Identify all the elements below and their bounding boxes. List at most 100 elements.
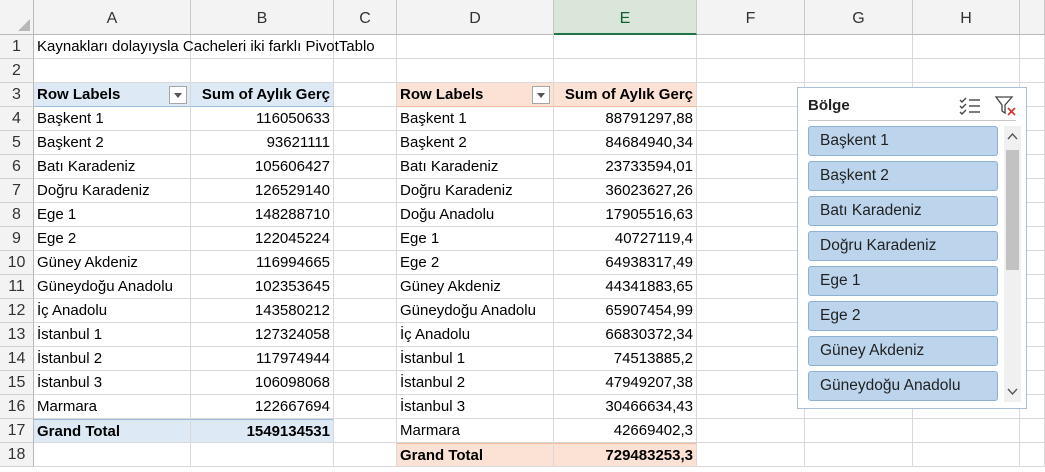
grid-cell[interactable] [697, 347, 805, 371]
grid-cell[interactable] [913, 443, 1020, 467]
grid-cell[interactable] [697, 227, 805, 251]
pivot2-row-value[interactable]: 42669402,3 [554, 419, 697, 443]
scroll-thumb[interactable] [1006, 150, 1019, 270]
row-header-4[interactable]: 4 [0, 107, 34, 131]
row-header-16[interactable]: 16 [0, 395, 34, 419]
grid-cell[interactable] [34, 59, 191, 83]
pivot1-row-label[interactable]: Ege 1 [34, 203, 191, 227]
pivot2-row-value[interactable]: 40727119,4 [554, 227, 697, 251]
grid-cell[interactable] [334, 155, 397, 179]
pivot1-header-row-labels[interactable]: Row Labels [34, 83, 191, 107]
pivot2-header-row-labels[interactable]: Row Labels [397, 83, 554, 107]
pivot2-row-value[interactable]: 23733594,01 [554, 155, 697, 179]
slicer-item[interactable]: Başkent 1 [808, 126, 998, 156]
pivot2-row-labels-filter-button[interactable] [532, 86, 550, 104]
pivot2-row-label[interactable]: Doğru Karadeniz [397, 179, 554, 203]
pivot1-row-label[interactable]: Marmara [34, 395, 191, 419]
pivot2-row-value[interactable]: 47949207,38 [554, 371, 697, 395]
grid-cell[interactable] [697, 107, 805, 131]
grid-cell[interactable] [334, 59, 397, 83]
pivot1-grand-total-value[interactable]: 1549134531 [191, 419, 334, 443]
grid-cell[interactable] [913, 59, 1020, 83]
row-header-2[interactable]: 2 [0, 59, 34, 83]
pivot1-row-label[interactable]: Güney Akdeniz [34, 251, 191, 275]
pivot1-row-value[interactable]: 93621111 [191, 131, 334, 155]
grid-cell[interactable] [805, 59, 913, 83]
row-header-17[interactable]: 17 [0, 419, 34, 443]
pivot1-row-value[interactable]: 116994665 [191, 251, 334, 275]
row-header-12[interactable]: 12 [0, 299, 34, 323]
pivot1-row-label[interactable]: İstanbul 2 [34, 347, 191, 371]
grid-cell[interactable] [334, 443, 397, 467]
grid-cell[interactable] [805, 443, 913, 467]
pivot2-row-value[interactable]: 17905516,63 [554, 203, 697, 227]
grid-cell[interactable] [1020, 59, 1045, 83]
pivot1-row-label[interactable]: Batı Karadeniz [34, 155, 191, 179]
pivot1-row-value[interactable]: 117974944 [191, 347, 334, 371]
pivot1-row-label[interactable]: İstanbul 3 [34, 371, 191, 395]
pivot2-row-label[interactable]: İstanbul 2 [397, 371, 554, 395]
pivot2-row-label[interactable]: İç Anadolu [397, 323, 554, 347]
grid-cell[interactable] [334, 371, 397, 395]
pivot2-row-value[interactable]: 66830372,34 [554, 323, 697, 347]
slicer-item[interactable]: Başkent 2 [808, 161, 998, 191]
grid-cell[interactable] [697, 299, 805, 323]
pivot1-row-value[interactable]: 106098068 [191, 371, 334, 395]
pivot1-row-label[interactable]: İç Anadolu [34, 299, 191, 323]
pivot1-row-label[interactable]: Ege 2 [34, 227, 191, 251]
pivot1-row-value[interactable]: 116050633 [191, 107, 334, 131]
pivot2-row-label[interactable]: Ege 2 [397, 251, 554, 275]
grid-cell[interactable] [697, 443, 805, 467]
row-header-7[interactable]: 7 [0, 179, 34, 203]
slicer-item[interactable]: Ege 2 [808, 301, 998, 331]
grid-cell[interactable] [334, 323, 397, 347]
column-header-e[interactable]: E [554, 0, 697, 35]
column-header-g[interactable]: G [805, 0, 913, 35]
pivot2-row-label[interactable]: Ege 1 [397, 227, 554, 251]
grid-cell[interactable] [334, 107, 397, 131]
row-header-8[interactable]: 8 [0, 203, 34, 227]
column-header-d[interactable]: D [397, 0, 554, 35]
pivot2-row-value[interactable]: 88791297,88 [554, 107, 697, 131]
grid-cell[interactable] [334, 251, 397, 275]
slicer-item[interactable]: Doğru Karadeniz [808, 231, 998, 261]
pivot2-row-label[interactable]: Marmara [397, 419, 554, 443]
row-header-10[interactable]: 10 [0, 251, 34, 275]
pivot2-row-label[interactable]: Batı Karadeniz [397, 155, 554, 179]
grid-cell[interactable] [913, 35, 1020, 59]
pivot1-row-label[interactable]: Doğru Karadeniz [34, 179, 191, 203]
grid-cell[interactable] [697, 395, 805, 419]
multi-select-icon[interactable] [958, 95, 982, 117]
grid-cell[interactable] [697, 203, 805, 227]
column-header-f[interactable]: F [697, 0, 805, 35]
pivot2-row-label[interactable]: Güneydoğu Anadolu [397, 299, 554, 323]
pivot1-row-value[interactable]: 148288710 [191, 203, 334, 227]
grid-cell[interactable] [334, 395, 397, 419]
scroll-up-icon[interactable] [1004, 128, 1021, 146]
grid-cell[interactable] [334, 347, 397, 371]
scroll-down-icon[interactable] [1004, 382, 1021, 400]
column-header-b[interactable]: B [191, 0, 334, 35]
grid-cell[interactable] [697, 83, 805, 107]
column-header-h[interactable]: H [913, 0, 1020, 35]
pivot2-row-value[interactable]: 44341883,65 [554, 275, 697, 299]
grid-cell[interactable] [1020, 443, 1045, 467]
grid-cell[interactable] [697, 323, 805, 347]
pivot2-row-label[interactable]: Başkent 2 [397, 131, 554, 155]
grid-cell[interactable] [697, 35, 805, 59]
slicer-item[interactable]: Güney Akdeniz [808, 336, 998, 366]
pivot1-row-value[interactable]: 126529140 [191, 179, 334, 203]
grid-cell[interactable] [805, 419, 913, 443]
grid-cell[interactable] [334, 275, 397, 299]
pivot1-row-value[interactable]: 143580212 [191, 299, 334, 323]
grid-cell[interactable] [334, 227, 397, 251]
pivot1-row-label[interactable]: Başkent 1 [34, 107, 191, 131]
grid-cell[interactable] [334, 83, 397, 107]
slicer-item[interactable]: Ege 1 [808, 266, 998, 296]
slicer-scrollbar[interactable] [1004, 126, 1021, 402]
pivot2-row-label[interactable]: Güney Akdeniz [397, 275, 554, 299]
pivot1-row-value[interactable]: 122045224 [191, 227, 334, 251]
grid-cell[interactable] [805, 35, 913, 59]
row-header-15[interactable]: 15 [0, 371, 34, 395]
pivot2-row-label[interactable]: İstanbul 3 [397, 395, 554, 419]
